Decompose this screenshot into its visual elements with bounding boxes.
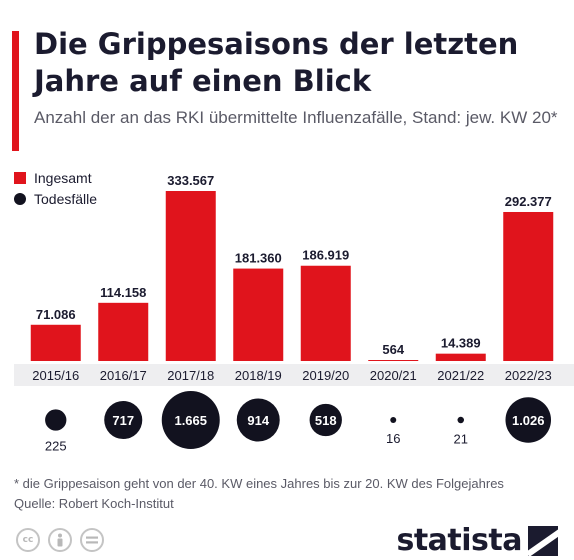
x-tick-label: 2021/22 [437, 368, 484, 383]
bar-2017/18 [165, 191, 216, 361]
death-value-label: 1.665 [174, 413, 207, 428]
death-dot-2016/17 [104, 400, 143, 440]
death-value-label: 16 [386, 431, 400, 446]
death-value-label: 518 [315, 413, 337, 428]
death-dot-2021/22 [457, 416, 465, 424]
bar-2021/22 [435, 353, 486, 361]
death-value-label: 717 [112, 413, 134, 428]
bar-value-label: 564 [382, 342, 404, 357]
nd-icon[interactable] [80, 528, 104, 552]
x-tick-label: 2020/21 [370, 368, 417, 383]
death-value-label: 914 [247, 413, 269, 428]
license-icons: cc [16, 528, 104, 552]
death-dot-2020/21 [390, 417, 397, 423]
footnote: * die Grippesaison geht von der 40. KW e… [14, 476, 504, 491]
bar-value-label: 14.389 [441, 336, 481, 351]
x-tick-label: 2018/19 [235, 368, 282, 383]
legend-item-total: Ingesamt [14, 167, 97, 188]
statista-logo[interactable]: statista [396, 523, 558, 558]
statista-mark-icon [528, 525, 558, 556]
x-tick-label: 2022/23 [505, 368, 552, 383]
by-icon[interactable] [48, 528, 72, 552]
legend-item-deaths: Todesfälle [14, 188, 97, 209]
legend-swatch-deaths [14, 192, 26, 205]
bar-value-label: 181.360 [235, 251, 282, 266]
bar-2018/19 [233, 268, 284, 361]
brand-name: statista [396, 523, 522, 558]
x-tick-label: 2015/16 [32, 368, 79, 383]
bar-2019/20 [300, 265, 351, 361]
bar-2015/16 [30, 324, 81, 361]
bar-2022/23 [503, 211, 554, 361]
x-tick-label: 2019/20 [302, 368, 349, 383]
source: Quelle: Robert Koch-Institut [14, 496, 174, 511]
death-dot-2017/18 [161, 391, 220, 449]
x-tick-label: 2016/17 [100, 368, 147, 383]
x-axis-band [14, 364, 574, 386]
bar-value-label: 186.919 [302, 248, 349, 263]
bar-value-label: 292.377 [505, 194, 552, 209]
bar-2016/17 [98, 302, 149, 361]
death-dot-2019/20 [309, 403, 342, 437]
legend-label-deaths: Todesfälle [34, 190, 98, 207]
bar-value-label: 333.567 [167, 173, 214, 188]
x-tick-label: 2017/18 [167, 368, 214, 383]
death-dot-2018/19 [236, 398, 280, 442]
bar-2020/21 [368, 360, 419, 361]
legend-swatch-total [14, 171, 26, 184]
death-dot-2022/23 [505, 397, 552, 443]
death-dot-2015/16 [45, 409, 67, 431]
death-value-label: 1.026 [512, 413, 545, 428]
chart-title: Die Grippesaisons der letzten Jahre auf … [34, 27, 519, 98]
cc-icon[interactable]: cc [16, 528, 40, 552]
legend: Ingesamt Todesfälle [14, 167, 97, 209]
title-accent-bar [12, 31, 19, 151]
death-value-label: 21 [454, 431, 468, 446]
legend-label-total: Ingesamt [34, 169, 92, 186]
chart-subtitle: Anzahl der an das RKI übermittelte Influ… [34, 108, 558, 127]
death-value-label: 225 [45, 439, 67, 454]
bar-value-label: 71.086 [36, 307, 76, 322]
footnote-block: * die Grippesaison geht von der 40. KW e… [14, 474, 570, 514]
bar-value-label: 114.158 [100, 285, 146, 300]
bar-chart: 71.086 2015/16 225 114.158 2016/17 717 333.567… [14, 173, 574, 454]
